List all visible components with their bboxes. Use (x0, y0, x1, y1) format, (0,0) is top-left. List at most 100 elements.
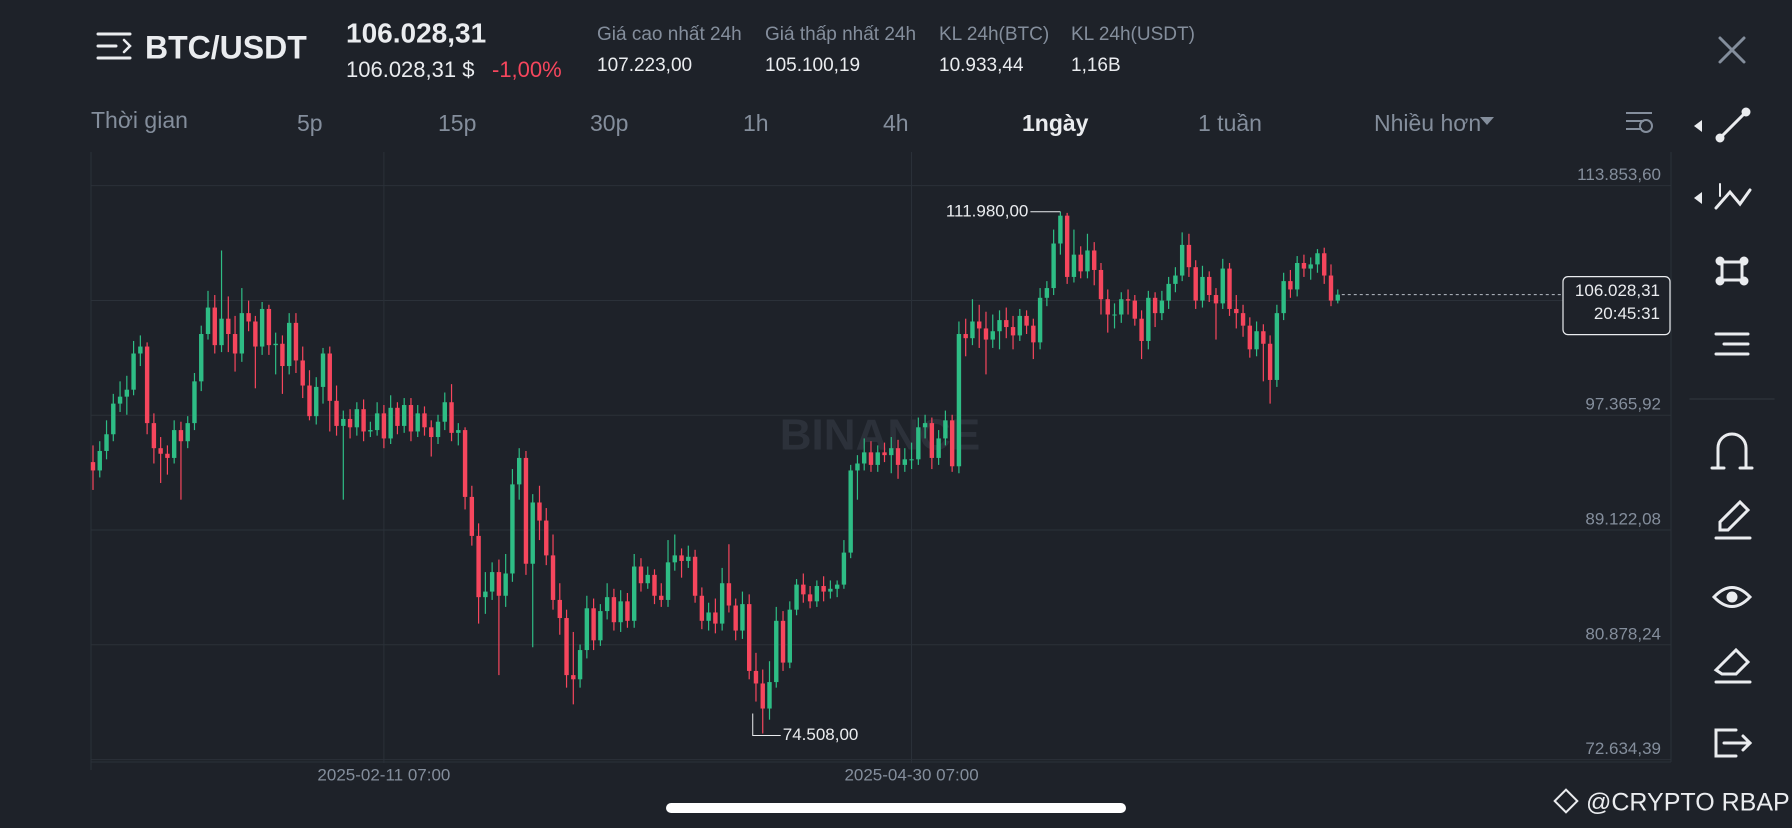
pair-title: BTC/USDT (145, 29, 307, 65)
shape-tool[interactable] (1715, 256, 1749, 286)
candle-body (611, 597, 617, 623)
interval-tab[interactable]: 4h (883, 110, 909, 136)
candle-body (388, 407, 393, 439)
candle-body (706, 612, 711, 621)
candle-body (1125, 299, 1131, 301)
candle-body (205, 307, 211, 335)
candle-body (232, 334, 238, 354)
candle-body (510, 484, 515, 574)
drawing-toolbar (1689, 107, 1775, 758)
text-tool[interactable] (1714, 332, 1750, 356)
candle-body (584, 608, 590, 651)
candle-body (774, 620, 779, 683)
candle-body (374, 413, 380, 431)
candle-body (692, 556, 698, 596)
candle-body (638, 566, 644, 584)
interval-tab[interactable]: Thời gian (91, 107, 188, 133)
candle-body (821, 586, 826, 592)
candle-body (1112, 314, 1117, 316)
candle-body (117, 396, 123, 404)
last-price: 106.028,31 (346, 17, 486, 48)
candle-body (1220, 268, 1225, 304)
candle-body (1173, 275, 1178, 284)
candle-body (192, 381, 197, 424)
candle-body (983, 328, 989, 340)
candle-body (943, 420, 948, 439)
candle-body (1335, 294, 1340, 301)
interval-tab[interactable]: 1ngày (1022, 110, 1089, 136)
candle-body (1139, 318, 1144, 341)
exit-tool[interactable] (1714, 728, 1753, 758)
candle-body (449, 402, 454, 433)
candle-body (875, 452, 880, 465)
candle-body (1288, 281, 1293, 290)
candle-body (1152, 297, 1158, 314)
candle-body (347, 418, 353, 428)
stats: Giá cao nhất 24h 107.223,00 Giá thấp nhất … (597, 24, 1195, 76)
interval-tab[interactable]: 30p (590, 110, 628, 136)
candle-body (780, 620, 786, 663)
candle-body (753, 670, 759, 684)
candle-body (834, 584, 840, 589)
interval-tab[interactable]: 15p (438, 110, 476, 136)
candle-body (1186, 244, 1192, 268)
candle-body (679, 555, 684, 561)
candle-body (1004, 320, 1009, 328)
candle-body (1071, 254, 1077, 277)
candle-body (591, 608, 596, 641)
interval-tab[interactable]: 1 tuần (1198, 110, 1262, 136)
visibility-tool[interactable] (1711, 586, 1753, 608)
candle-body (990, 331, 995, 340)
stat-label: KL 24h(USDT) (1071, 24, 1195, 45)
candle-body (1322, 253, 1327, 276)
pencil-tool[interactable] (1714, 499, 1752, 540)
interval-tab[interactable]: 5p (297, 110, 323, 136)
fib-tool[interactable] (1714, 183, 1752, 210)
y-tick-label: 80.878,24 (1585, 624, 1661, 643)
candle-body (916, 427, 921, 460)
interval-tab[interactable]: 1h (743, 110, 769, 136)
candle-body (557, 599, 562, 619)
candle-body (111, 403, 116, 435)
low-leader (752, 713, 781, 736)
magnet-tool[interactable] (1710, 432, 1754, 470)
chart-settings-icon[interactable] (1626, 112, 1653, 133)
candle-body (618, 601, 623, 623)
candle-body (922, 423, 928, 428)
trend-line-tool[interactable] (1715, 107, 1751, 143)
candle-body (1200, 276, 1205, 301)
candle-body (381, 413, 387, 439)
close-icon[interactable] (1718, 36, 1746, 64)
candle-body (862, 452, 867, 464)
menu-icon[interactable] (96, 32, 132, 60)
stat-value: 105.100,19 (765, 55, 860, 76)
candle-body (645, 574, 650, 584)
candle-body (1098, 269, 1104, 300)
candle-body (1301, 263, 1307, 269)
candle-body (909, 459, 914, 461)
candle-body (672, 555, 677, 563)
candle-body (895, 448, 901, 465)
candle-body (327, 353, 332, 401)
candle-body (1146, 297, 1151, 341)
candle-body (1213, 295, 1219, 304)
candle-body (794, 584, 799, 610)
candle-body (158, 448, 163, 454)
candle-body (253, 321, 258, 347)
candle-body (537, 502, 542, 521)
y-tick-label: 97.365,92 (1585, 395, 1661, 414)
candle-body (577, 650, 583, 680)
home-indicator (666, 803, 1126, 813)
candle-body (456, 430, 461, 433)
candle-body (571, 675, 576, 680)
candle-body (970, 321, 975, 339)
candle-body (1254, 331, 1259, 350)
candle-body (902, 459, 907, 465)
y-tick-label: 89.122,08 (1585, 509, 1661, 528)
candle-body (604, 597, 610, 612)
eraser-tool[interactable] (1713, 647, 1752, 684)
candle-body (239, 313, 245, 354)
candle-body (469, 496, 475, 536)
interval-tab[interactable]: Nhiều hơn (1374, 110, 1481, 136)
